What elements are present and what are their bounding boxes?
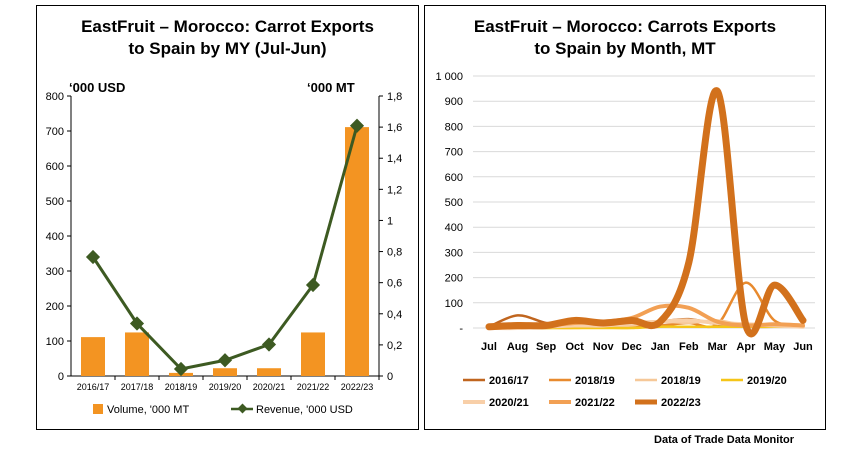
left-y-tick-label: 600 xyxy=(46,161,64,173)
month-label: Jan xyxy=(651,341,670,353)
y-tick-label: 200 xyxy=(445,273,463,285)
legend-label: 2020/21 xyxy=(489,397,529,409)
month-label: May xyxy=(764,341,786,353)
legend-volume-swatch xyxy=(93,404,103,414)
right-chart-panel: EastFruit – Morocco: Carrots Exports to … xyxy=(424,5,826,430)
right-y-tick-label: 0,4 xyxy=(387,309,402,321)
x-tick-label: 2020/21 xyxy=(253,382,286,392)
volume-bar xyxy=(301,332,325,376)
left-y-tick-label: 0 xyxy=(58,371,64,383)
legend-label: 2021/22 xyxy=(575,397,615,409)
x-tick-label: 2022/23 xyxy=(341,382,374,392)
left-y-tick-label: 400 xyxy=(46,231,64,243)
left-chart-canvas: 0 100 200 300 400 500 600 700 800 0 0,2 0,4 0,6 0,8 1 1… xyxy=(46,91,403,416)
x-tick-label: 2016/17 xyxy=(77,382,110,392)
y-tick-label: 800 xyxy=(445,121,463,133)
right-y-tick-label: 0,8 xyxy=(387,247,402,259)
right-y-tick-label: 1,2 xyxy=(387,184,402,196)
series-line-2022-23 xyxy=(485,87,807,338)
left-y-tick-label: 500 xyxy=(46,196,64,208)
legend-volume-label: Volume, '000 MT xyxy=(107,404,189,416)
revenue-point xyxy=(305,277,321,293)
month-label: Feb xyxy=(679,341,699,353)
x-tick-label: 2018/19 xyxy=(165,382,198,392)
y-tick-label: 300 xyxy=(445,247,463,259)
right-axis-unit: ‘000 MT xyxy=(307,80,355,95)
right-chart-title-line2: to Spain by Month, MT xyxy=(534,39,716,58)
legend-label: 2019/20 xyxy=(747,375,787,387)
y-tick-label: 700 xyxy=(445,147,463,159)
y-tick-label: - xyxy=(459,323,463,335)
month-label: Oct xyxy=(565,341,584,353)
legend-label: 2018/19 xyxy=(575,375,615,387)
month-label: Apr xyxy=(736,341,756,353)
volume-bar xyxy=(257,368,281,376)
x-tick-label: 2017/18 xyxy=(121,382,154,392)
volume-bar xyxy=(345,127,369,376)
y-tick-label: 900 xyxy=(445,96,463,108)
left-y-tick-label: 300 xyxy=(46,266,64,278)
right-chart-canvas: - 100 200 300 400 500 600 700 800 900 1 000 Jul Aug S… xyxy=(435,71,815,409)
legend-label: 2016/17 xyxy=(489,375,529,387)
month-label: Nov xyxy=(593,341,615,353)
right-y-tick-label: 1,6 xyxy=(387,122,402,134)
y-tick-label: 100 xyxy=(445,298,463,310)
right-y-tick-label: 1,8 xyxy=(387,91,402,103)
volume-bar xyxy=(213,368,237,376)
legend-revenue-label: Revenue, '000 USD xyxy=(256,404,353,416)
y-tick-label: 600 xyxy=(445,172,463,184)
month-label: Aug xyxy=(507,341,528,353)
left-y-tick-label: 100 xyxy=(46,336,64,348)
x-tick-label: 2019/20 xyxy=(209,382,242,392)
right-y-tick-label: 1,4 xyxy=(387,153,402,165)
y-tick-label: 1 000 xyxy=(435,71,463,83)
right-y-tick-label: 1 xyxy=(387,215,393,227)
left-y-tick-label: 800 xyxy=(46,91,64,103)
month-label: Jun xyxy=(793,341,813,353)
left-y-tick-label: 700 xyxy=(46,126,64,138)
month-label: Jul xyxy=(481,341,497,353)
revenue-point xyxy=(261,337,277,352)
volume-bar xyxy=(125,332,149,376)
right-y-tick-label: 0,6 xyxy=(387,278,402,290)
volume-bar xyxy=(81,337,105,376)
left-chart-title-line2: to Spain by MY (Jul-Jun) xyxy=(128,39,327,58)
left-y-tick-label: 200 xyxy=(46,301,64,313)
right-chart-title-line1: EastFruit – Morocco: Carrots Exports xyxy=(473,17,777,36)
y-tick-label: 500 xyxy=(445,197,463,209)
left-chart-panel: EastFruit – Morocco: Carrot Exports to S… xyxy=(36,5,419,430)
month-label: Dec xyxy=(622,341,642,353)
x-tick-label: 2021/22 xyxy=(297,382,330,392)
revenue-point xyxy=(217,353,233,368)
legend-revenue-marker xyxy=(237,403,248,414)
left-chart-title-line1: EastFruit – Morocco: Carrot Exports xyxy=(81,17,374,36)
y-tick-label: 400 xyxy=(445,222,463,234)
revenue-point xyxy=(349,118,365,133)
legend-label: 2018/19 xyxy=(661,375,701,387)
revenue-point xyxy=(129,316,145,331)
source-note: Data of Trade Data Monitor xyxy=(654,434,794,446)
right-y-tick-label: 0,2 xyxy=(387,340,402,352)
month-label: Sep xyxy=(536,341,556,353)
left-axis-unit: ‘000 USD xyxy=(69,80,126,95)
right-y-tick-label: 0 xyxy=(387,371,393,383)
revenue-point xyxy=(173,361,189,377)
month-label: Mar xyxy=(708,341,728,353)
legend-label: 2022/23 xyxy=(661,397,701,409)
